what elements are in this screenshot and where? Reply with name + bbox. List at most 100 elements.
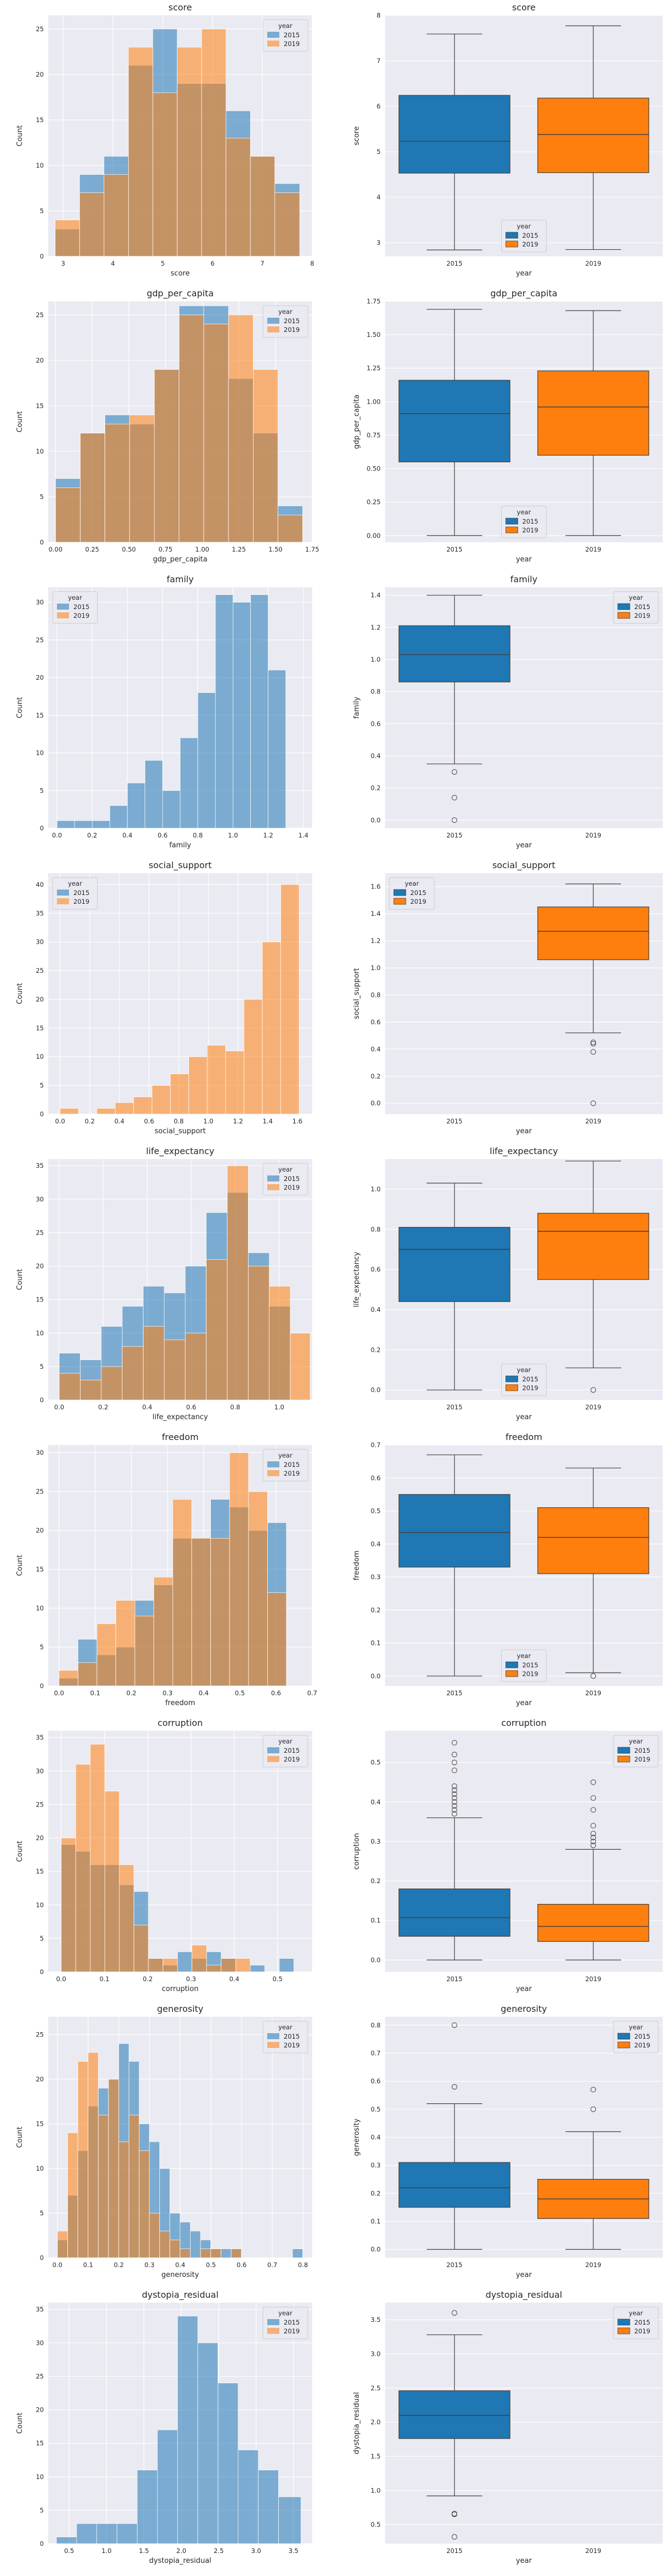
- hist-bar-2019: [60, 1108, 79, 1115]
- legend-label-2019: 2019: [522, 1384, 538, 1392]
- outlier-point: [590, 1673, 596, 1679]
- legend-label-2015: 2015: [284, 1747, 300, 1754]
- hist-bar-2019: [177, 47, 202, 257]
- x-tick-label: 0.4: [122, 831, 132, 839]
- y-tick-label: 3: [377, 239, 381, 246]
- x-axis-label: year: [516, 555, 532, 564]
- boxplot-family: 2015 20190.00.20.40.60.81.01.21.4familyye…: [353, 574, 663, 850]
- hist-bar-2015: [215, 594, 233, 829]
- y-axis-label: social_support: [353, 968, 361, 1019]
- histogram-corruption: 0.0 0.1 0.2 0.3 0.4 0.5 0 5 10 15 20 25 30 35 corrupti…: [16, 1718, 312, 1993]
- y-tick-label: 10: [36, 749, 44, 757]
- x-tick-label: 2015: [446, 1975, 462, 1983]
- x-tick-label: 2015: [446, 2547, 462, 2555]
- chart-title: dystopia_residual: [142, 2290, 219, 2300]
- outlier-point: [590, 1779, 596, 1785]
- boxplot-gdp_per_capita: 2015 20190.000.250.500.751.001.251.501.75…: [353, 288, 663, 564]
- legend-title: year: [278, 308, 292, 315]
- hist-bar-2019: [79, 192, 105, 257]
- x-tick-label: 2019: [585, 1689, 601, 1697]
- legend-swatch-2015: [267, 1747, 279, 1753]
- x-axis-label: corruption: [162, 1985, 199, 1993]
- x-axis-label: life_expectancy: [152, 1413, 208, 1421]
- legend-label-2019: 2019: [284, 326, 300, 334]
- y-tick-label: 20: [36, 2406, 44, 2414]
- box-2019: [537, 1779, 650, 1960]
- hist-bar-2019: [280, 884, 300, 1115]
- y-tick-label: 1.4: [371, 592, 381, 599]
- hist-bar-2019: [225, 1051, 244, 1115]
- hist-bar-2019: [248, 1266, 270, 1401]
- chart-title: score: [512, 2, 536, 13]
- hist-bar-2019: [179, 314, 204, 543]
- legend-label-2015: 2015: [634, 603, 650, 611]
- hist-bar-2019: [143, 1326, 165, 1401]
- legend-label-2019: 2019: [284, 40, 300, 48]
- hist-bar-2019: [210, 1537, 230, 1686]
- y-tick-label: 25: [36, 2031, 44, 2039]
- x-tick-label: 0.6: [271, 1689, 281, 1697]
- hist-bar-2015: [250, 594, 269, 829]
- x-tick-label: 0.75: [158, 546, 173, 553]
- chart-title: freedom: [162, 1432, 198, 1442]
- y-tick-label: 1.5: [371, 2452, 381, 2460]
- hist-bar-2019: [201, 28, 227, 257]
- legend-title: year: [517, 1366, 531, 1374]
- x-tick-label: 1.2: [263, 831, 273, 839]
- box-iqr: [398, 1227, 510, 1302]
- y-tick-label: 20: [36, 71, 44, 78]
- hist-bar-2015: [233, 602, 251, 829]
- y-tick-label: 5: [40, 2506, 44, 2514]
- outlier-point: [590, 2087, 596, 2093]
- box-iqr: [398, 2390, 510, 2439]
- legend-title: year: [278, 1166, 292, 1173]
- legend-swatch-2015: [267, 32, 279, 38]
- y-tick-label: 0.5: [371, 2521, 381, 2528]
- boxplot-freedom: 2015 20190.00.10.20.30.40.50.60.7freedomy…: [353, 1432, 663, 1707]
- y-tick-label: 0: [40, 1682, 44, 1690]
- hist-bar-2019: [164, 1339, 186, 1401]
- x-tick-label: 0.5: [235, 1689, 245, 1697]
- histogram-score: 3 4 5 6 7 8 0 5 10 15 20 25 score score Count year20152…: [16, 2, 314, 278]
- boxplot-corruption: 2015 20190.00.10.20.30.40.5corruptionyear…: [353, 1718, 663, 1993]
- hist-bar-2019: [77, 2061, 89, 2258]
- x-tick-label: 0.6: [186, 1403, 196, 1411]
- y-tick-label: 0.5: [371, 1759, 381, 1766]
- y-axis-label: gdp_per_capita: [353, 394, 361, 449]
- box-iqr: [398, 1888, 510, 1937]
- x-tick-label: 1.2: [233, 1117, 243, 1125]
- y-tick-label: 1.75: [366, 297, 381, 305]
- box-iqr: [398, 380, 510, 462]
- x-tick-label: 0.3: [163, 1689, 173, 1697]
- hist-bar-2019: [115, 1102, 134, 1115]
- box-iqr: [398, 95, 510, 174]
- legend-label-2015: 2015: [73, 603, 89, 611]
- y-tick-label: 25: [36, 1488, 44, 1495]
- hist-bar-2019: [227, 1165, 249, 1401]
- y-tick-label: 0.6: [371, 1266, 381, 1273]
- y-tick-label: 0.0: [371, 1672, 381, 1680]
- legend-label-2019: 2019: [73, 898, 89, 905]
- legend-label-2019: 2019: [284, 1470, 300, 1477]
- y-tick-label: 0.3: [371, 1573, 381, 1581]
- legend-swatch-2019: [617, 2041, 630, 2049]
- x-tick-label: 0.1: [100, 1975, 110, 1983]
- hist-bar-2015: [177, 2316, 198, 2544]
- boxplot-dystopia_residual: 2015 20190.51.01.52.02.53.03.5dystopia_re…: [353, 2290, 663, 2565]
- legend-label-2015: 2015: [634, 2319, 650, 2326]
- outlier-point: [451, 1787, 457, 1793]
- y-tick-label: 30: [36, 599, 44, 606]
- x-tick-label: 0.50: [122, 546, 136, 553]
- hist-bar-2019: [134, 1925, 149, 1972]
- outlier-point: [451, 1752, 457, 1758]
- legend-title: year: [68, 594, 82, 601]
- y-tick-label: 1.0: [371, 1185, 381, 1193]
- legend-swatch-2015: [617, 603, 630, 610]
- x-tick-label: 0.6: [144, 1117, 154, 1125]
- y-tick-label: 0.7: [371, 1441, 381, 1449]
- y-tick-label: 0.0: [371, 2246, 381, 2253]
- x-tick-label: 0.2: [85, 1117, 95, 1125]
- x-tick-label: 2019: [585, 2261, 601, 2269]
- hist-bar-2019: [96, 1108, 116, 1115]
- x-tick-label: 0.0: [56, 1975, 66, 1983]
